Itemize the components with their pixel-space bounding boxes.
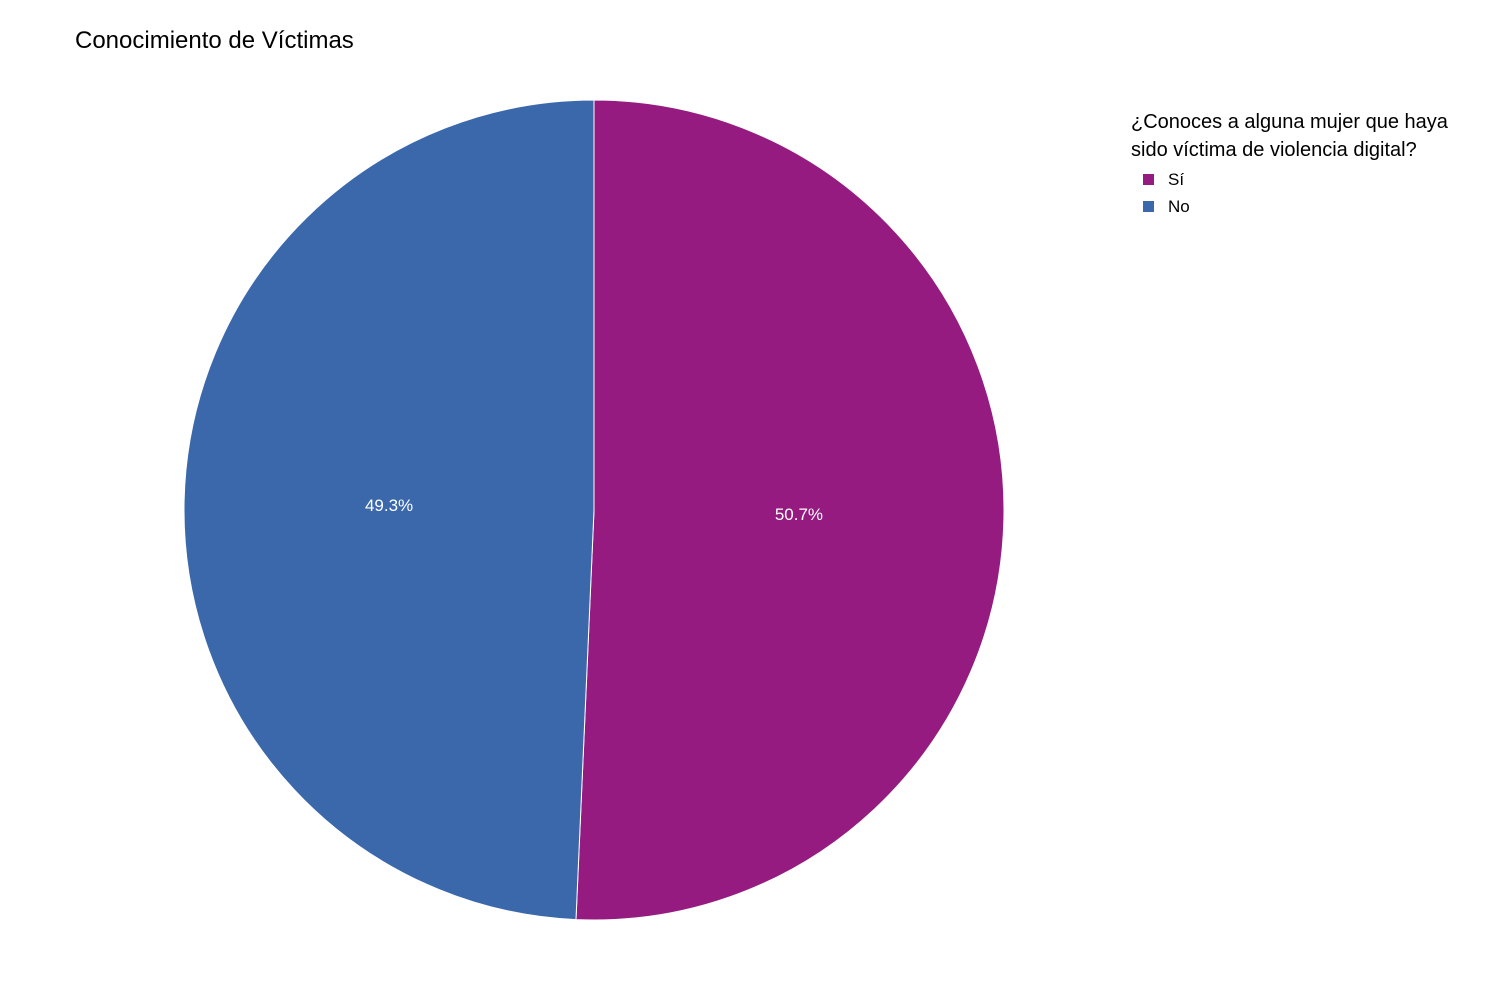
pie-slice-label-2: 49.3% [365, 496, 413, 515]
pie-slices [183, 99, 1005, 921]
pie-slice-2 [183, 99, 595, 921]
legend: ¿Conoces a alguna mujer que haya sido ví… [1131, 108, 1496, 220]
legend-swatch-1 [1143, 174, 1154, 185]
legend-swatch-2 [1143, 201, 1154, 212]
legend-label-1: Sí [1168, 169, 1185, 189]
legend-title: ¿Conoces a alguna mujer que haya sido ví… [1131, 111, 1448, 161]
legend-items: Sí No [1131, 166, 1496, 220]
pie-slice-1 [575, 99, 1005, 921]
legend-item-2: No [1131, 193, 1496, 220]
legend-label-2: No [1168, 196, 1190, 216]
chart-title: Conocimiento de Víctimas [75, 27, 354, 54]
pie-slice-label-1: 50.7% [775, 505, 823, 524]
legend-item-1: Sí [1131, 166, 1496, 193]
pie-slice-labels: 50.7% 49.3% [365, 496, 823, 524]
